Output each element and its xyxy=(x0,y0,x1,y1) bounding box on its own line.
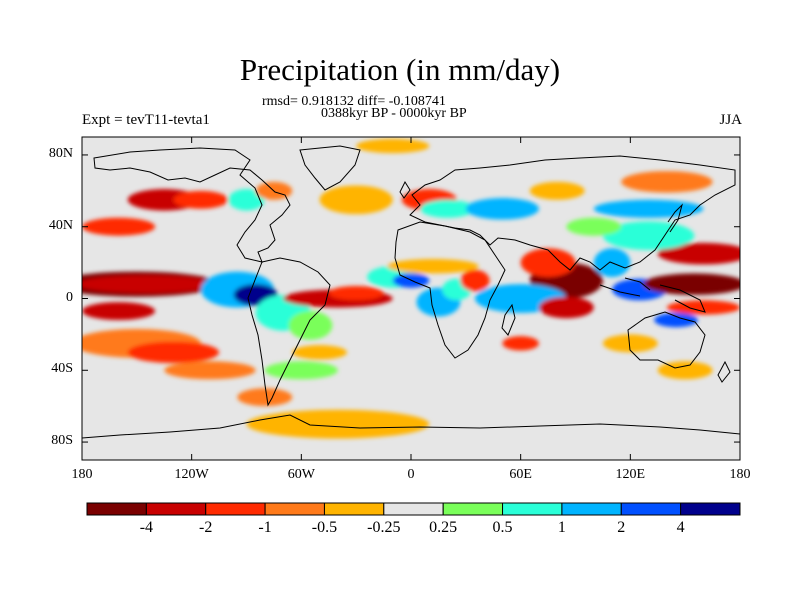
anomaly-region xyxy=(328,285,384,301)
coast-south-america xyxy=(247,257,331,407)
anomaly-region xyxy=(621,171,713,193)
anomaly-region xyxy=(643,273,740,295)
coast-africa xyxy=(394,221,506,359)
anomaly-region xyxy=(602,221,695,251)
anomaly-region xyxy=(538,296,594,319)
coast-japan xyxy=(667,203,683,233)
anomaly-region xyxy=(593,199,704,218)
anomaly-region xyxy=(520,248,576,277)
lat-tick-label: 80N xyxy=(48,145,73,161)
anomaly-region xyxy=(319,185,393,215)
colorbar-swatch xyxy=(680,502,741,516)
colorbar-swatch xyxy=(205,502,266,516)
anomaly-region xyxy=(387,259,479,274)
anomaly-region xyxy=(602,334,658,353)
chart-title: Precipitation (in mm/day) xyxy=(239,52,561,87)
colorbar-label: -4 xyxy=(139,519,154,536)
colorbar xyxy=(86,502,741,516)
anomaly-region xyxy=(566,217,622,236)
axis-ticks xyxy=(81,137,741,460)
anomaly-region xyxy=(164,361,256,380)
colorbar-label: 4 xyxy=(676,519,685,536)
lon-tick-label: 120E xyxy=(615,467,646,482)
lon-tick-label: 180 xyxy=(729,467,751,482)
colorbar-swatch xyxy=(323,502,385,516)
colorbar-swatch xyxy=(442,502,504,516)
anomaly-region xyxy=(127,341,220,364)
anomaly-region xyxy=(82,217,156,236)
lon-tick-label: 60W xyxy=(287,467,315,482)
colorbar-label: 0.25 xyxy=(429,519,458,536)
colorbar-swatch xyxy=(561,502,622,516)
colorbar-swatch xyxy=(502,502,563,516)
lat-tick-label: 40N xyxy=(48,217,73,233)
lon-tick-label: 120W xyxy=(174,467,209,482)
colorbar-swatch xyxy=(264,502,325,516)
lon-tick-label: 60E xyxy=(509,467,532,482)
stats-line: rmsd= 0.918132 diff= -0.108741 xyxy=(262,94,446,109)
colorbar-label: -1 xyxy=(258,519,272,536)
coast-north-america xyxy=(93,147,291,263)
lat-tick-label: 40S xyxy=(51,361,73,377)
anomaly-region xyxy=(420,199,475,218)
coast-antarctica xyxy=(82,414,740,439)
coast-greenland xyxy=(299,145,361,191)
colorbar-swatch xyxy=(145,502,207,516)
season-label: JJA xyxy=(719,112,742,128)
colorbar-swatch xyxy=(383,502,444,516)
anomaly-region xyxy=(356,138,430,154)
anomaly-region xyxy=(173,190,229,209)
colorbar-label: -2 xyxy=(199,519,213,536)
colorbar-label: -0.25 xyxy=(367,519,401,536)
experiment-label: Expt = tevT11-tevta1 xyxy=(82,112,210,128)
lon-tick-label: 180 xyxy=(71,467,93,482)
anomaly-region xyxy=(460,269,490,292)
anomaly-region xyxy=(529,181,585,200)
anomaly-region xyxy=(82,275,216,294)
colorbar-label: 2 xyxy=(617,519,626,536)
anomaly-region xyxy=(292,345,348,360)
colorbar-swatch xyxy=(620,502,682,516)
anomaly-layer xyxy=(82,138,740,439)
coast-australia xyxy=(627,311,706,369)
anomaly-region xyxy=(288,311,333,340)
colorbar-label: 0.5 xyxy=(492,519,513,536)
anomaly-region xyxy=(228,189,265,211)
anomaly-region xyxy=(465,198,539,220)
anomaly-region xyxy=(502,336,539,351)
colorbar-label: 1 xyxy=(557,519,566,536)
period-line: 0388kyr BP - 0000kyr BP xyxy=(321,106,467,121)
lat-tick-label: 0 xyxy=(66,289,73,305)
coastlines xyxy=(82,145,740,439)
coast-eurasia xyxy=(409,155,736,271)
lon-tick-label: 0 xyxy=(407,467,415,482)
anomaly-region xyxy=(657,242,740,265)
coast-new-zealand xyxy=(717,360,731,383)
anomaly-region xyxy=(82,302,156,321)
colorbar-swatch xyxy=(86,502,147,516)
coast-madagascar xyxy=(501,303,516,336)
colorbar-label: -0.5 xyxy=(311,519,338,536)
anomaly-region xyxy=(264,361,338,380)
anomaly-region xyxy=(246,409,430,439)
anomaly-region xyxy=(654,312,698,328)
lat-tick-label: 80S xyxy=(51,433,73,449)
coast-indonesia xyxy=(599,277,706,313)
coast-uk xyxy=(399,180,411,199)
anomaly-region xyxy=(237,388,293,407)
